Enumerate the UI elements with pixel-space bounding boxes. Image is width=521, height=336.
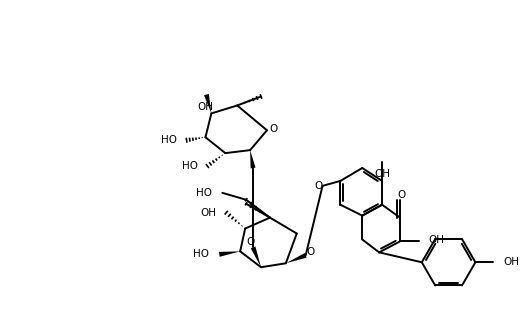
Text: OH: OH — [374, 169, 390, 179]
Polygon shape — [204, 94, 212, 114]
Text: O: O — [306, 247, 315, 257]
Text: HO: HO — [160, 135, 177, 145]
Text: HO: HO — [193, 249, 209, 259]
Text: O: O — [270, 124, 278, 134]
Text: O: O — [246, 238, 254, 247]
Polygon shape — [219, 251, 240, 257]
Text: OH: OH — [201, 208, 216, 218]
Text: OH: OH — [197, 101, 214, 112]
Polygon shape — [250, 150, 255, 168]
Text: O: O — [398, 190, 406, 200]
Text: OH: OH — [429, 236, 445, 246]
Text: OH: OH — [503, 257, 519, 267]
Text: O: O — [315, 181, 322, 191]
Polygon shape — [286, 253, 306, 263]
Text: HO: HO — [196, 188, 213, 198]
Polygon shape — [251, 247, 261, 267]
Text: HO: HO — [181, 161, 197, 171]
